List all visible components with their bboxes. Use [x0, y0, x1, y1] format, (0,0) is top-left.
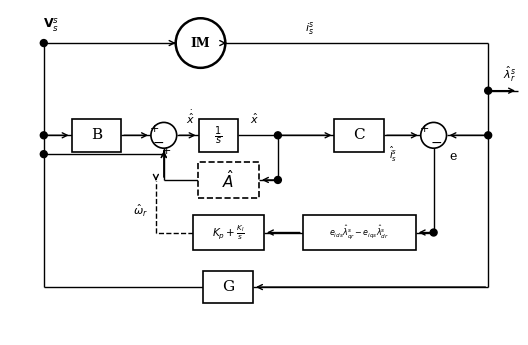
- Text: $K_p+\frac{K_I}{s}$: $K_p+\frac{K_I}{s}$: [212, 224, 245, 241]
- Bar: [334, 119, 384, 152]
- Bar: [197, 162, 259, 198]
- Circle shape: [40, 40, 48, 47]
- Bar: [72, 119, 121, 152]
- Bar: [199, 119, 238, 152]
- Circle shape: [485, 87, 492, 94]
- Circle shape: [275, 177, 281, 184]
- Text: IM: IM: [191, 37, 210, 50]
- Text: +: +: [420, 124, 429, 134]
- Text: $\hat{A}$: $\hat{A}$: [222, 169, 234, 191]
- Text: $i_s^s$: $i_s^s$: [305, 20, 315, 37]
- Circle shape: [275, 132, 281, 139]
- Text: $e_{ids}\hat{\lambda}_{qr}^s-e_{iqs}\hat{\lambda}_{dr}^s$: $e_{ids}\hat{\lambda}_{qr}^s-e_{iqs}\hat…: [329, 224, 389, 241]
- Text: $\hat{x}$: $\hat{x}$: [250, 112, 259, 126]
- Text: +: +: [150, 124, 159, 134]
- Text: B: B: [91, 128, 102, 142]
- Text: $\mathbf{V}_s^s$: $\mathbf{V}_s^s$: [43, 17, 59, 34]
- Circle shape: [40, 151, 48, 158]
- Text: e: e: [449, 150, 457, 163]
- Circle shape: [151, 122, 177, 148]
- Text: G: G: [222, 280, 234, 294]
- Circle shape: [421, 122, 447, 148]
- Circle shape: [430, 229, 437, 236]
- Text: −: −: [152, 136, 164, 150]
- Circle shape: [40, 132, 48, 139]
- Bar: [203, 271, 253, 304]
- Circle shape: [485, 132, 492, 139]
- Bar: [303, 215, 416, 250]
- Text: $\dot{\hat{x}}$: $\dot{\hat{x}}$: [186, 109, 195, 126]
- Text: +: +: [162, 146, 172, 156]
- Circle shape: [176, 18, 225, 68]
- Text: $\frac{1}{s}$: $\frac{1}{s}$: [214, 124, 222, 147]
- Bar: [193, 215, 264, 250]
- Text: $\hat{i}_s^s$: $\hat{i}_s^s$: [389, 145, 397, 165]
- Text: −: −: [431, 136, 442, 150]
- Text: $\hat{\omega}_r$: $\hat{\omega}_r$: [133, 203, 148, 219]
- Text: $\hat{\lambda}_r^s$: $\hat{\lambda}_r^s$: [503, 64, 516, 84]
- Text: C: C: [353, 128, 365, 142]
